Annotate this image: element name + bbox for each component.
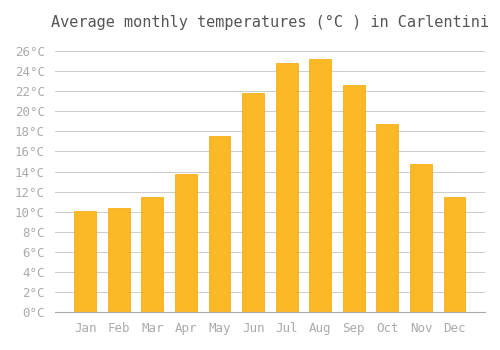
Bar <box>242 93 264 312</box>
Bar <box>208 136 231 312</box>
Bar <box>310 59 331 312</box>
Bar <box>276 63 297 312</box>
Bar <box>74 211 96 312</box>
Bar <box>444 197 466 312</box>
Bar <box>142 197 164 312</box>
Bar <box>175 174 197 312</box>
Bar <box>108 208 130 312</box>
Bar <box>410 163 432 312</box>
Bar <box>376 124 398 312</box>
Bar <box>343 85 364 312</box>
Title: Average monthly temperatures (°C ) in Carlentini: Average monthly temperatures (°C ) in Ca… <box>51 15 489 30</box>
